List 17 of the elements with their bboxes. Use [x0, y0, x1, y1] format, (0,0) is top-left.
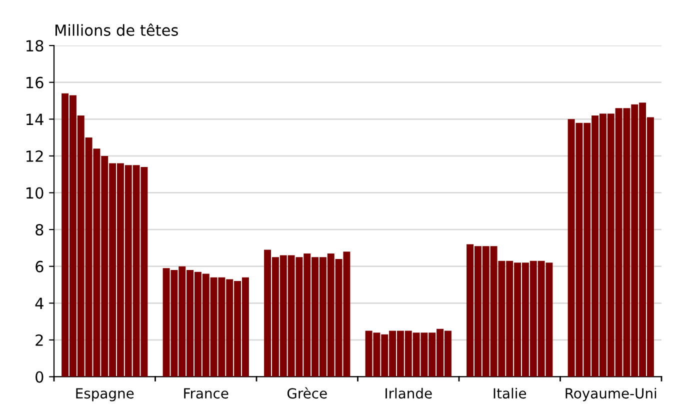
x-tick-label: France	[184, 388, 228, 399]
y-axis-title: Millions de têtes	[56, 24, 178, 36]
y-tick-label: 12	[26, 150, 43, 162]
y-tick-label: 6	[36, 260, 44, 272]
y-tick-label: 0	[36, 371, 44, 383]
y-tick-label: 18	[26, 40, 44, 52]
x-tick-label: Royaume-Uni	[566, 388, 656, 402]
x-tick-label: Italie	[494, 388, 526, 399]
y-tick-label: 10	[26, 187, 44, 199]
y-tick-label: 14	[26, 114, 44, 125]
x-tick-label: Grèce	[287, 387, 327, 399]
y-tick-label: 8	[36, 224, 44, 236]
y-tick-label: 4	[35, 298, 44, 309]
x-tick-label: Irlande	[386, 388, 432, 399]
x-tick-label: Espagne	[76, 388, 134, 402]
y-tick-label: 2	[36, 334, 43, 346]
y-tick-label: 16	[26, 76, 44, 88]
